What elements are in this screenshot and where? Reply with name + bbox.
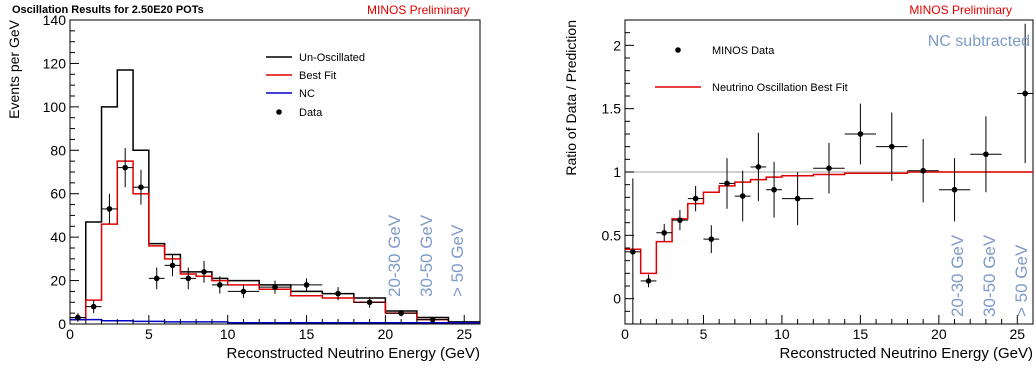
right-data-point	[951, 186, 958, 193]
left-data-point	[240, 288, 247, 295]
left-legend-label: NC	[299, 88, 315, 100]
left-y-tick-label: 20	[50, 273, 66, 289]
right-data-point	[983, 151, 989, 158]
left-x-axis-label: Reconstructed Neutrino Energy (GeV)	[227, 345, 480, 362]
right-data-point	[739, 193, 746, 199]
left-legend-label: Un-Oscillated	[299, 52, 365, 64]
left-y-tick-label: 140	[43, 12, 67, 28]
right-legend-label: MINOS Data	[712, 45, 775, 57]
left-y-axis-label: Events per GeV	[6, 19, 22, 118]
right-chart: MINOS Preliminary 0 5 10 15 20 25 0 0.5 1 1.5 2 MI…	[563, 3, 1034, 362]
right-x-tick-label: 25	[1010, 326, 1026, 342]
right-data-point	[771, 186, 777, 193]
left-data-point	[366, 299, 373, 306]
left-legend-label: Data	[299, 107, 323, 119]
right-annotation: 30-50 GeV	[980, 234, 999, 317]
right-x-tick-label: 10	[774, 326, 790, 342]
left-y-tick-label: 40	[50, 229, 66, 245]
right-y-tick-label: 1.5	[602, 101, 622, 117]
right-x-tick-label: 0	[621, 326, 629, 342]
right-y-axis-label: Ratio of Data / Prediction	[563, 20, 579, 176]
left-data-point	[335, 290, 341, 297]
left-x-tick-label: 5	[145, 326, 153, 342]
right-data-point	[692, 195, 699, 202]
right-y-tick-label: 2	[613, 37, 621, 53]
right-x-tick-label: 15	[853, 326, 869, 342]
right-data-point	[708, 236, 715, 242]
right-data-point	[661, 230, 668, 236]
right-x-tick-label: 5	[700, 326, 708, 342]
left-data-point	[272, 284, 278, 290]
right-data-point	[920, 167, 926, 174]
left-y-tick-label: 60	[50, 186, 66, 202]
right-data-point	[826, 165, 832, 171]
left-x-tick-label: 15	[299, 326, 315, 342]
right-data-point	[888, 143, 895, 150]
left-chart: Oscillation Results for 2.50E20 POTs MIN…	[6, 3, 481, 362]
right-data-point	[724, 180, 730, 187]
right-y-tick-label: 1	[613, 164, 621, 180]
left-data-point	[185, 275, 192, 282]
right-legend-label: Neutrino Oscillation Best Fit	[712, 82, 848, 94]
left-annotation: 20-30 GeV	[385, 214, 404, 297]
left-y-tick-label: 0	[58, 316, 66, 332]
right-x-tick-label: 20	[931, 326, 947, 342]
left-data-point	[303, 282, 310, 288]
left-data-point	[90, 303, 97, 310]
right-data-point	[677, 217, 683, 223]
left-x-tick-label: 10	[220, 326, 236, 342]
left-data-point	[138, 184, 144, 190]
left-data-point	[106, 206, 113, 212]
left-chart-badge: MINOS Preliminary	[367, 3, 470, 17]
right-data-point	[857, 131, 864, 137]
left-x-tick-label: 0	[66, 326, 74, 342]
right-y-tick-label: 0.5	[602, 227, 622, 243]
left-legend-marker	[276, 109, 282, 115]
left-data-point	[201, 269, 207, 275]
left-y-tick-label: 80	[50, 142, 66, 158]
right-data-point	[794, 195, 801, 202]
right-y-tick-label: 0	[613, 291, 621, 307]
right-annotation: 20-30 GeV	[948, 234, 967, 317]
left-annotation: > 50 GeV	[448, 224, 467, 297]
left-x-tick-label: 20	[378, 326, 394, 342]
left-series-best-fit	[70, 160, 480, 324]
right-data-point	[645, 278, 652, 284]
left-chart-title: Oscillation Results for 2.50E20 POTs	[12, 4, 204, 16]
right-series-neutrino-oscillation-best-fit	[625, 171, 1033, 275]
left-data-point	[122, 164, 128, 171]
left-data-point	[169, 262, 176, 269]
right-annotation: > 50 GeV	[1012, 244, 1031, 317]
left-data-point	[153, 275, 160, 282]
left-data-point	[398, 310, 404, 316]
left-x-tick-label: 25	[456, 326, 472, 342]
left-y-tick-label: 120	[43, 55, 67, 71]
right-legend-marker	[675, 47, 681, 53]
right-chart-subtitle: NC subtracted	[928, 33, 1030, 50]
right-x-axis-label: Reconstructed Neutrino Energy (GeV)	[780, 345, 1033, 362]
left-y-tick-label: 100	[43, 99, 67, 115]
left-legend-label: Best Fit	[299, 70, 336, 82]
left-annotation: 30-50 GeV	[417, 214, 436, 297]
right-data-point	[755, 164, 762, 170]
left-data-point	[217, 282, 223, 288]
right-data-point	[630, 249, 636, 255]
right-data-point	[1022, 90, 1028, 97]
right-chart-badge: MINOS Preliminary	[909, 3, 1012, 17]
left-data-point	[75, 314, 81, 321]
